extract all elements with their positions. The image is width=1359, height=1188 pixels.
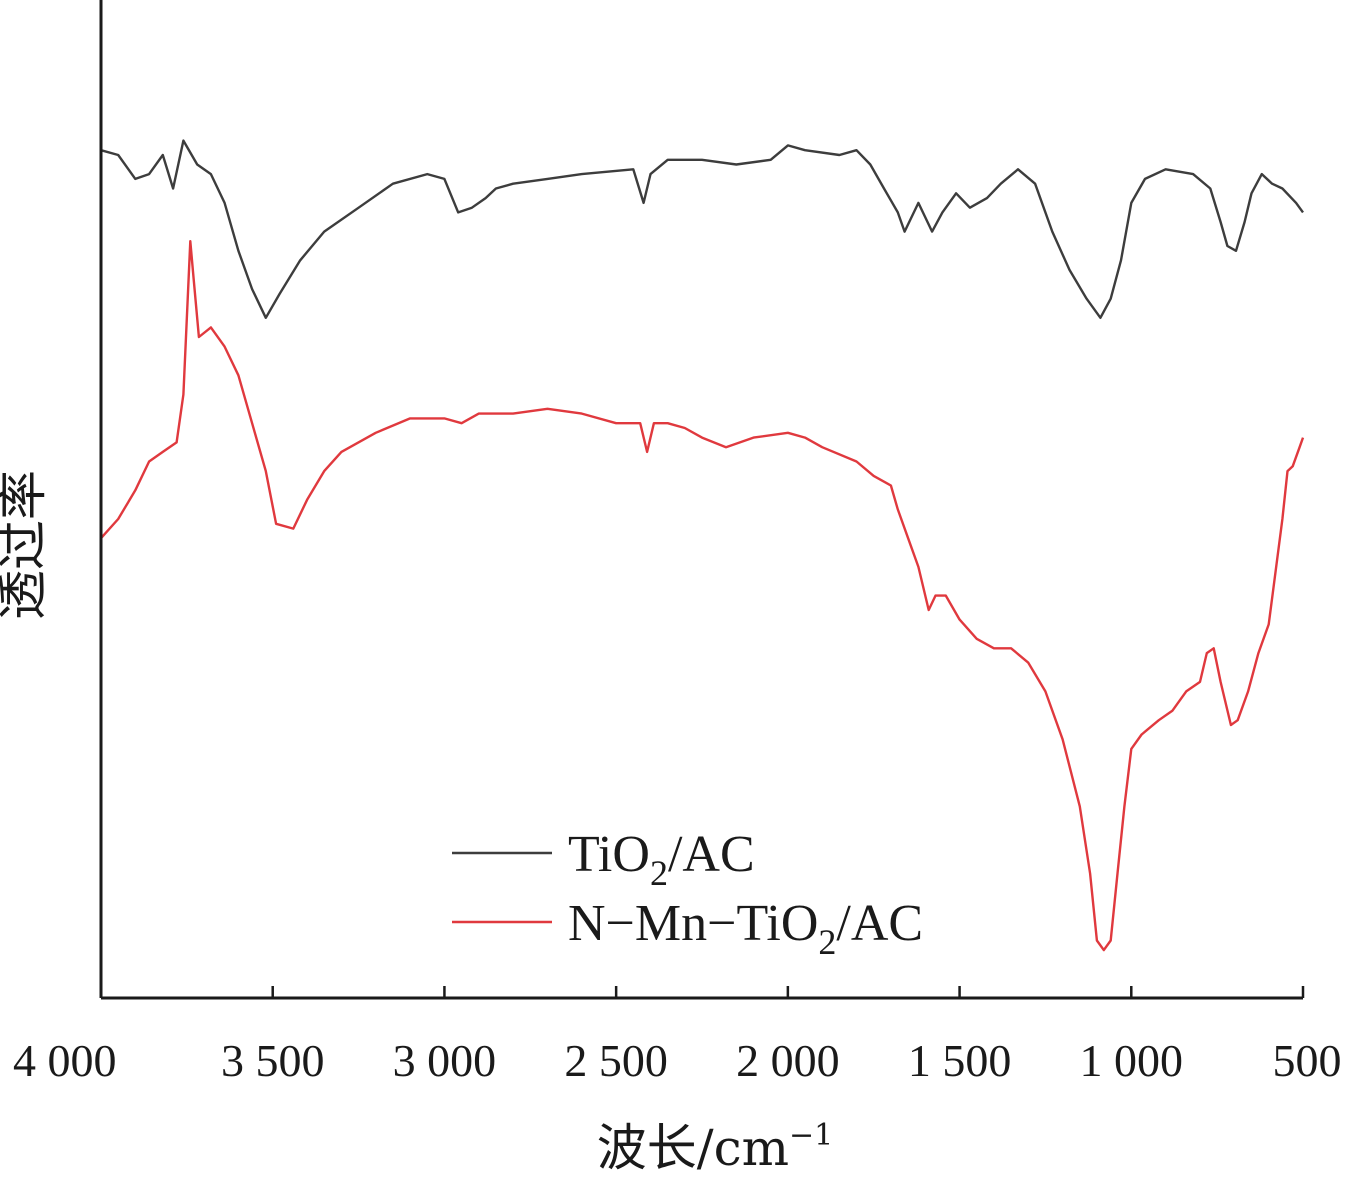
- x-tick-labels: 4 000 3 500 3 000 2 500 2 000 1 500 1 000 500: [13, 1035, 1342, 1086]
- x-tick-label: 1 000: [1080, 1035, 1184, 1086]
- legend-label-2: N−Mn−TiO2/AC: [568, 895, 923, 962]
- series-line-2: [99, 240, 1305, 968]
- x-tick-label: 3 500: [221, 1035, 325, 1086]
- axes: [99, 0, 1303, 1000]
- x-tick-label: 4 000: [13, 1035, 117, 1086]
- x-tick-label: 3 000: [393, 1035, 497, 1086]
- series-line-1: [100, 139, 1304, 319]
- x-tick-label: 1 500: [908, 1035, 1012, 1086]
- plot-area: [99, 139, 1305, 968]
- legend: TiO2/ACN−Mn−TiO2/AC: [452, 826, 923, 962]
- x-axis-title: 波长/cm−1: [597, 1118, 834, 1177]
- x-axis-title-superscript: −1: [789, 1118, 833, 1153]
- x-tick-label: 500: [1273, 1035, 1342, 1086]
- x-tick-label: 2 000: [736, 1035, 840, 1086]
- x-ticks: [99, 986, 1305, 998]
- x-tick-label: 2 500: [564, 1035, 668, 1086]
- y-axis-title: 透过率: [0, 470, 52, 620]
- legend-label-1: TiO2/AC: [568, 826, 755, 893]
